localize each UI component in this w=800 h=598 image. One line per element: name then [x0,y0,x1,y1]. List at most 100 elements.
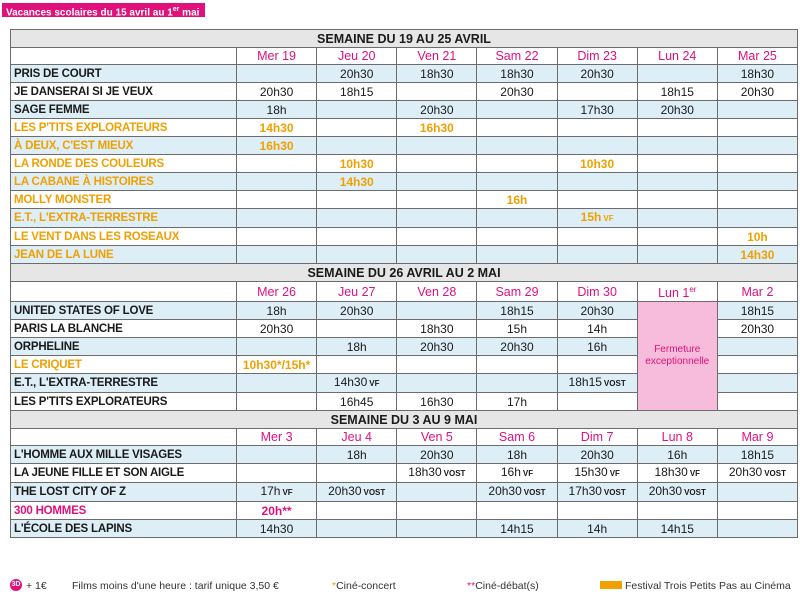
showtime-cell [556,190,638,209]
showtime-cell: 14h15 [476,519,558,539]
showtime-cell [716,136,799,155]
showtime-cell [556,118,638,137]
showtime-cell [476,172,558,191]
film-title: JE DANSERAI SI JE VEUX [10,82,237,101]
showtime-cell [636,64,718,83]
day-header-row: Mer 26 Jeu 27 Ven 28 Sam 29 Dim 30 Lun 1er Mar… [10,280,799,303]
showtime-cell: 18h15 VOST [556,373,638,394]
showtime-cell [716,172,799,191]
showtime-cell: 16h [636,445,718,465]
day-header: Dim 7 [556,428,638,447]
showtime-cell: 17h30 [556,100,638,119]
table-row: MOLLY MONSTER 16h [10,190,799,209]
table-row: À DEUX, C'EST MIEUX 16h30 [10,136,799,155]
showtime-cell: 16h [476,190,558,209]
showtime-cell [396,136,478,155]
week-title: SEMAINE DU 19 AU 25 AVRIL [10,29,798,48]
day-header: Mer 19 [235,47,318,65]
version-tag: VOST [363,488,386,498]
showtime-cell [716,501,799,521]
showtime-cell: 14h30 [716,245,799,264]
showtime-cell [316,463,398,484]
showtime-cell [316,118,398,137]
film-title: PRIS DE COURT [10,64,237,83]
showtime-cell: 20h30 [316,64,398,83]
showtime-cell [396,172,478,191]
version-tag: VF [282,488,293,498]
day-header: Lun 8 [636,428,718,447]
schedule-table: SEMAINE DU 19 AU 25 AVRIL Mer 19 Jeu 20 Ven… [10,29,799,539]
showtime-cell: 15h VF [556,208,638,228]
film-title: UNITED STATES OF LOVE [10,301,237,321]
table-row: JEAN DE LA LUNE 14h30 [10,245,799,264]
showtime-cell: 14h30 [235,118,318,137]
showtime-cell: 20h30 [235,82,318,101]
table-row: SAGE FEMME 18h 20h30 17h30 20h30 [10,100,799,119]
day-header: Lun 1er [636,280,718,303]
day-header-row: Mer 19 Jeu 20 Ven 21 Sam 22 Dim 23 Lun 24 Mar … [10,47,799,65]
showtime-cell: 20h30 [235,319,318,339]
festival-swatch-icon [600,581,622,589]
day-header: Mar 25 [716,47,799,65]
showtime-cell: 15h30 VF [556,463,638,484]
showtime-cell: 17h30 VOST [556,482,638,503]
showtime-cell [476,373,558,394]
showtime-cell [556,172,638,191]
showtime-cell: 15h [476,319,558,339]
version-tag: VOST [764,469,786,479]
day-header-blank [10,428,237,447]
showtime-cell: 16h [556,337,638,357]
showtime-cell: 10h30*/15h* [235,355,318,375]
showtime-cell [556,355,638,375]
showtime-cell [316,245,398,264]
showtime-cell: 20h30 [396,100,478,119]
showtime-cell: 20h30 [476,337,558,357]
table-row: L'ÉCOLE DES LAPINS 14h30 14h15 14h 14h15 [10,519,799,539]
day-header: Dim 30 [556,280,638,303]
table-row: E.T., L'EXTRA-TERRESTRE 14h30 VF 18h15 VOST [10,373,799,394]
showtime-cell [636,208,718,228]
showtime-cell: 18h [235,301,318,321]
showtime-cell [396,245,478,264]
showtime-cell [556,245,638,264]
version-tag: VOST [523,488,546,498]
showtime-cell [235,373,318,394]
showtime-cell: 20h30 [396,445,478,465]
showtime-cell [716,482,799,503]
film-title: PARIS LA BLANCHE [10,319,237,339]
day-header: Mar 9 [716,428,799,447]
showtime-cell: 14h30 [235,519,318,539]
film-title: À DEUX, C'EST MIEUX [10,136,237,155]
table-row: PARIS LA BLANCHE 20h30 18h30 15h 14h 20h30 [10,319,799,339]
showtime-cell [636,118,718,137]
showtime-cell [716,190,799,209]
showtime-cell [235,227,318,246]
showtime-cell: 20h30 [476,82,558,101]
showtime-cell: 20h30 [716,82,799,101]
showtime-cell [716,373,799,394]
legend: 3D + 1€ Films moins d'une heure : tarif … [10,575,798,595]
film-title: LA JEUNE FILLE ET SON AIGLE [10,463,237,484]
showtime-cell [556,501,638,521]
table-row: THE LOST CITY OF Z 17h VF 20h30 VOST 20h30 VOS… [10,482,799,503]
version-tag: VF [369,379,380,389]
showtime-cell [316,190,398,209]
version-tag: VOST [603,488,626,498]
showtime-cell [636,190,718,209]
showtime-cell [235,245,318,264]
showtime-cell [476,136,558,155]
showtime-cell: 18h30 [396,319,478,339]
showtime-cell: 16h30 [396,118,478,137]
showtime-cell [636,154,718,173]
film-title: LE VENT DANS LES ROSEAUX [10,227,237,246]
showtime-cell: 20h30 VOST [636,482,718,503]
showtime-cell: 20h30 VOST [316,482,398,503]
showtime-cell: 20h30 VOST [716,463,799,484]
showtime-cell [316,208,398,228]
day-header: Mer 3 [235,428,318,447]
showtime-cell [476,154,558,173]
showtime-cell: 10h [716,227,799,246]
showtime-cell: 10h30 [316,154,398,173]
day-header: Sam 29 [476,280,558,303]
showtime-cell: 14h15 [636,519,718,539]
